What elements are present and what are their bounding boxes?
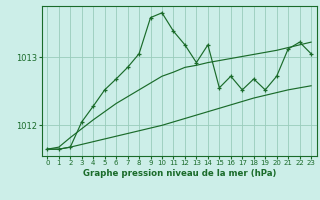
X-axis label: Graphe pression niveau de la mer (hPa): Graphe pression niveau de la mer (hPa) xyxy=(83,169,276,178)
